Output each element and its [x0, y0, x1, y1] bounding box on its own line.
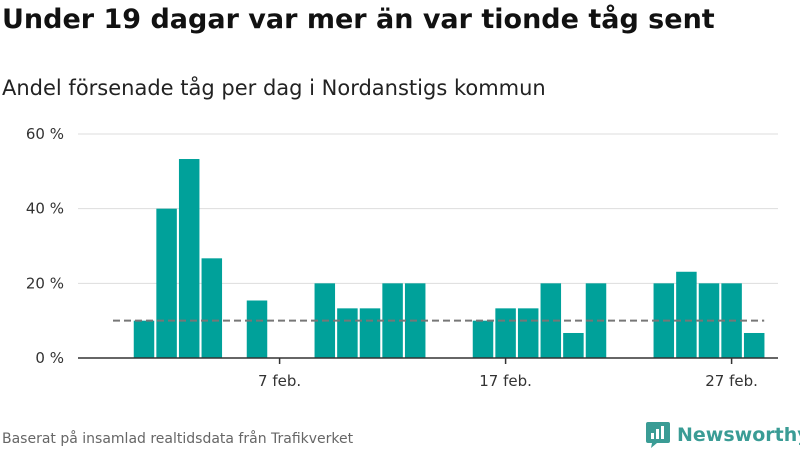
x-tick-label: 27 feb.	[705, 372, 758, 390]
bar	[156, 208, 177, 358]
bar	[133, 320, 155, 358]
bar	[563, 332, 584, 358]
y-axis-labels: 0 % 20 % 40 % 60 %	[26, 125, 64, 367]
x-axis: 7 feb. 17 feb. 27 feb.	[78, 357, 778, 390]
bar	[201, 258, 223, 358]
bar	[540, 283, 562, 358]
x-tick-label: 7 feb.	[258, 372, 301, 390]
bar	[178, 159, 200, 358]
y-tick-label: 40 %	[26, 200, 64, 218]
chart-subtitle: Andel försenade tåg per dag i Nordanstig…	[2, 76, 546, 100]
bar	[337, 308, 358, 358]
brand[interactable]: Newsworthy	[645, 421, 800, 449]
y-tick-label: 20 %	[26, 274, 64, 292]
y-tick-label: 60 %	[26, 125, 64, 143]
bar	[517, 308, 539, 358]
bar	[359, 308, 381, 358]
brand-name: Newsworthy	[677, 424, 800, 446]
bar	[585, 283, 607, 358]
chart-title: Under 19 dagar var mer än var tionde tåg…	[2, 4, 715, 35]
y-tick-label: 0 %	[35, 349, 64, 367]
bar	[495, 308, 516, 358]
bar	[676, 271, 697, 358]
bars	[133, 159, 765, 358]
newsworthy-logo-icon	[646, 422, 670, 448]
source-note: Baserat på insamlad realtidsdata från Tr…	[2, 431, 354, 447]
x-tick-label: 17 feb.	[479, 372, 532, 390]
bar	[743, 332, 765, 358]
bar	[246, 300, 268, 358]
bar	[472, 320, 494, 358]
